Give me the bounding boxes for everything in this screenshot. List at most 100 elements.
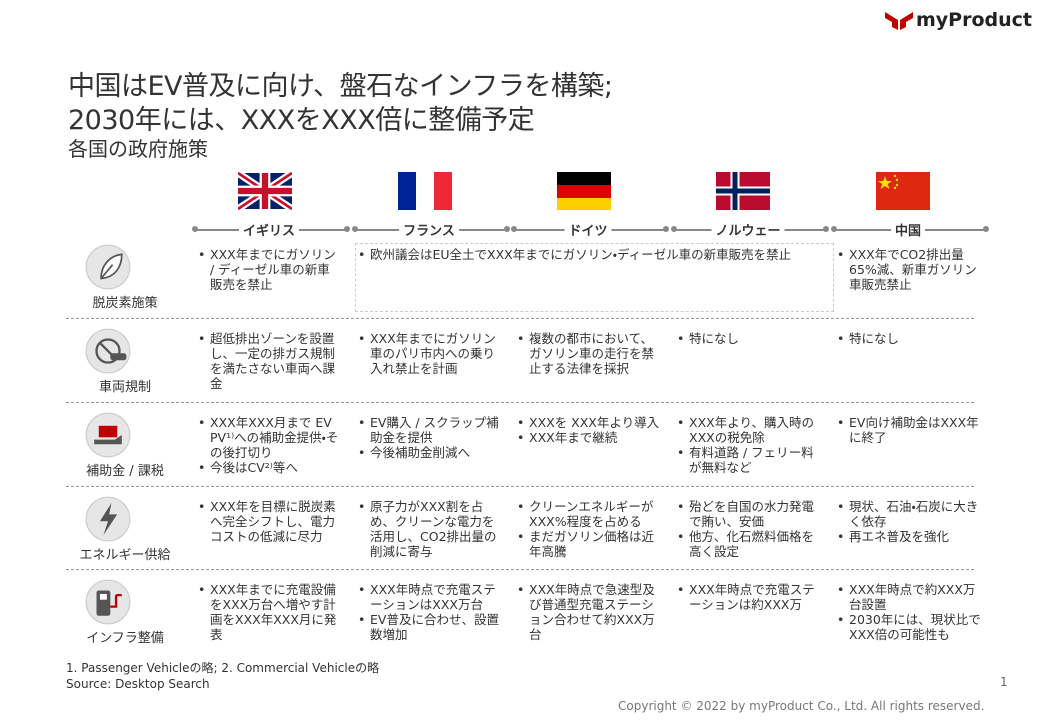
bullet: 現状、石油・石炭に大きく依存: [837, 499, 981, 529]
flag-germany: [557, 172, 611, 210]
bullet: EV購入 / スクラップ補助金を提供: [358, 415, 502, 445]
row-icon: [85, 328, 131, 378]
column-header: 中国: [890, 220, 926, 239]
rule-dot: [663, 226, 669, 232]
bullet: 超低排出ゾーンを設置し、一定の排ガス規制を満たさない車両へ課金: [198, 331, 342, 391]
column-header: イギリス: [238, 220, 300, 239]
bullet: まだガソリン価格は近年高騰: [517, 529, 661, 559]
cell: 特になし: [677, 331, 821, 346]
bullet: 複数の都市において、ガソリン車の走行を禁止する法律を採択: [517, 331, 661, 376]
cell: 殆どを自国の水力発電で賄い、安価他方、化石燃料価格を高く設定: [677, 499, 821, 559]
row-icon: [85, 496, 131, 546]
rule-dot: [504, 226, 510, 232]
cell: 特になし: [837, 331, 981, 346]
cell: XXX年XXX月まで EV PV¹⁾への補助金提供・その後打切り今後はCV²⁾等…: [198, 415, 342, 475]
flag-china: [876, 172, 930, 210]
bullet: 今後はCV²⁾等へ: [198, 460, 342, 475]
bullet: XXX年時点で充電ステーションは約XXX万: [677, 582, 821, 612]
icon: [85, 579, 131, 625]
rule-dot: [352, 226, 358, 232]
row-label: 脱炭素施策: [92, 296, 158, 311]
cell: 原子力がXXX割を占め、クリーンな電力を活用し、CO2排出量の削減に寄与: [358, 499, 502, 559]
cell: EV向け補助金はXXX年に終了: [837, 415, 981, 445]
rule-dot: [831, 226, 837, 232]
row-separator: [66, 318, 974, 319]
source: Source: Desktop Search: [66, 677, 210, 691]
bullet: 2030年には、現状比でXXX倍の可能性も: [837, 612, 981, 642]
cell: XXX年までにガソリン車のパリ市内への乗り入れ禁止を計画: [358, 331, 502, 376]
copyright: Copyright © 2022 by myProduct Co., Ltd. …: [618, 699, 985, 713]
bullet: XXX年までに充電設備をXXX万台へ増やす計画をXXX年XXX月に発表: [198, 582, 342, 642]
bullet: 再エネ普及を強化: [837, 529, 981, 544]
title: 2030年には、XXXをXXX倍に整備予定: [68, 105, 535, 136]
rule-dot: [344, 226, 350, 232]
bullet: XXX年時点で約XXX万台設置: [837, 582, 981, 612]
row-icon: [85, 579, 131, 629]
cell: EV購入 / スクラップ補助金を提供今後補助金削減へ: [358, 415, 502, 460]
footnote: 1. Passenger Vehicleの略; 2. Commercial Ve…: [66, 661, 380, 675]
bullet: 他方、化石燃料価格を高く設定: [677, 529, 821, 559]
bullet: 欧州議会はEU全土でXXX年までにガソリン・ディーゼル車の新車販売を禁止: [358, 247, 831, 262]
row-label: インフラ整備: [86, 631, 164, 646]
cell: XXXを XXX年より導入XXX年まで継続: [517, 415, 661, 445]
cell: XXX年より、購入時のXXXの税免除有料道路 / フェリー料が無料など: [677, 415, 821, 475]
cell: 超低排出ゾーンを設置し、一定の排ガス規制を満たさない車両へ課金: [198, 331, 342, 391]
bullet: XXX年まで継続: [517, 430, 661, 445]
cell: XXX年時点で充電ステーションはXXX万台EV普及に合わせ、設置数増加: [358, 582, 502, 642]
bullet: 特になし: [837, 331, 981, 346]
bullet: クリーンエネルギーがXXX%程度を占める: [517, 499, 661, 529]
bullet: XXX年時点で急速型及び普通型充電ステーション合わせて約XXX万台: [517, 582, 661, 642]
cell: XXX年でCO2排出量65%減、新車ガソリン車販売禁止: [837, 247, 981, 292]
flag-france: [398, 172, 452, 210]
cell: XXX年時点で急速型及び普通型充電ステーション合わせて約XXX万台: [517, 582, 661, 642]
cell: XXX年までにガソリン / ディーゼル車の新車販売を禁止: [198, 247, 342, 292]
column-header: ドイツ: [564, 220, 612, 239]
bullet: EV普及に合わせ、設置数増加: [358, 612, 502, 642]
row-label: 補助金 / 課税: [86, 464, 164, 479]
bullet: XXX年を目標に脱炭素へ完全シフトし、電力コストの低減に尽力: [198, 499, 342, 544]
row-separator: [66, 402, 974, 403]
column-header: フランス: [399, 220, 459, 239]
row-separator: [66, 486, 974, 487]
cell: XXX年時点で約XXX万台設置2030年には、現状比でXXX倍の可能性も: [837, 582, 981, 642]
rule-dot: [983, 226, 989, 232]
bullet: XXX年でCO2排出量65%減、新車ガソリン車販売禁止: [837, 247, 981, 292]
row-separator: [66, 569, 974, 570]
icon: [85, 244, 131, 290]
icon: [85, 328, 131, 374]
logo: myProduct: [916, 9, 1033, 31]
icon: [85, 496, 131, 542]
bullet: 有料道路 / フェリー料が無料など: [677, 445, 821, 475]
cell: 現状、石油・石炭に大きく依存再エネ普及を強化: [837, 499, 981, 544]
cell: クリーンエネルギーがXXX%程度を占めるまだガソリン価格は近年高騰: [517, 499, 661, 559]
flag-norway: [716, 172, 770, 210]
rule-dot: [671, 226, 677, 232]
rule-dot: [511, 226, 517, 232]
cell: 欧州議会はEU全土でXXX年までにガソリン・ディーゼル車の新車販売を禁止: [355, 243, 834, 312]
row-icon: [85, 244, 131, 294]
bullet: XXX年時点で充電ステーションはXXX万台: [358, 582, 502, 612]
row-label: 車両規制: [98, 380, 151, 395]
cell: 複数の都市において、ガソリン車の走行を禁止する法律を採択: [517, 331, 661, 376]
flag-uk: [238, 172, 292, 210]
page-number: 1: [1000, 675, 1008, 689]
title: 中国はEV普及に向け、盤石なインフラを構築;: [68, 71, 613, 102]
icon: [85, 412, 131, 458]
bullet: 原子力がXXX割を占め、クリーンな電力を活用し、CO2排出量の削減に寄与: [358, 499, 502, 559]
column-header: ノルウェー: [711, 220, 785, 239]
bullet: XXX年より、購入時のXXXの税免除: [677, 415, 821, 445]
rule-dot: [823, 226, 829, 232]
bullet: EV向け補助金はXXX年に終了: [837, 415, 981, 445]
row-icon: [85, 412, 131, 462]
bullet: XXX年までにガソリン車のパリ市内への乗り入れ禁止を計画: [358, 331, 502, 376]
bullet: XXXを XXX年より導入: [517, 415, 661, 430]
bullet: 殆どを自国の水力発電で賄い、安価: [677, 499, 821, 529]
logo-mark: [885, 12, 913, 30]
cell: XXX年時点で充電ステーションは約XXX万: [677, 582, 821, 612]
rule-dot: [192, 226, 198, 232]
cell: XXX年までに充電設備をXXX万台へ増やす計画をXXX年XXX月に発表: [198, 582, 342, 642]
subtitle: 各国の政府施策: [68, 137, 208, 161]
bullet: 今後補助金削減へ: [358, 445, 502, 460]
